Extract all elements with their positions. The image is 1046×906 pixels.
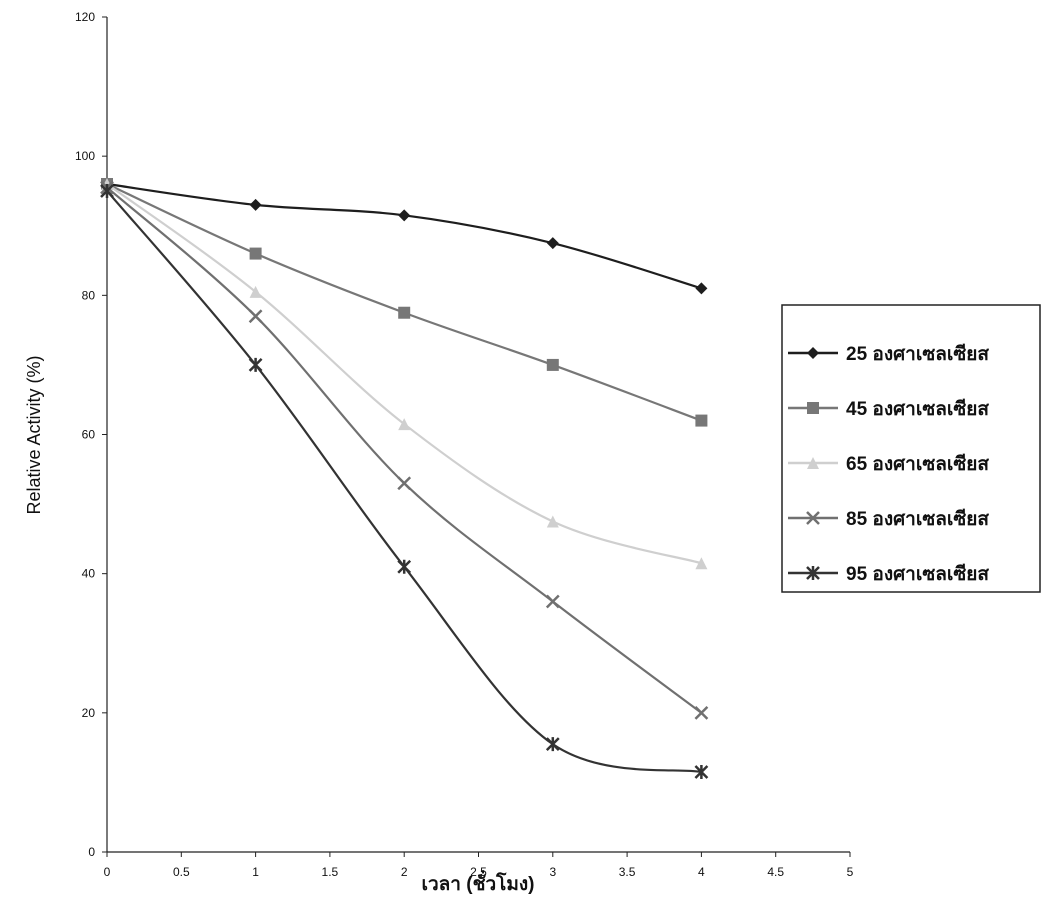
x-tick-label: 0.5 bbox=[173, 865, 190, 879]
legend-label: 45 องศาเซลเซียส bbox=[846, 398, 989, 420]
x-tick-label: 1.5 bbox=[322, 865, 339, 879]
x-axis-title: เวลา (ชั่วโมง) bbox=[422, 870, 535, 895]
point bbox=[546, 358, 559, 371]
point bbox=[398, 209, 411, 222]
point bbox=[398, 306, 411, 319]
point bbox=[397, 476, 412, 491]
x-tick-label: 2.5 bbox=[470, 865, 487, 879]
x-tick-label: 5 bbox=[847, 865, 854, 879]
x-tick-label: 2 bbox=[401, 865, 408, 879]
x-tick-label: 3.5 bbox=[619, 865, 636, 879]
legend-label: 25 องศาเซลเซียส bbox=[846, 343, 989, 365]
y-tick-label: 40 bbox=[82, 567, 96, 581]
legend-marker bbox=[807, 402, 819, 414]
point bbox=[248, 357, 263, 372]
y-tick-label: 100 bbox=[75, 149, 95, 163]
legend-label: 85 องศาเซลเซียส bbox=[846, 508, 989, 530]
y-tick-label: 0 bbox=[88, 845, 95, 859]
y-axis-title: Relative Activity (%) bbox=[24, 355, 44, 514]
x-tick-label: 1 bbox=[252, 865, 259, 879]
legend-marker bbox=[806, 566, 820, 580]
point bbox=[249, 247, 262, 260]
point bbox=[694, 705, 709, 720]
point bbox=[695, 282, 708, 295]
point bbox=[695, 557, 708, 570]
series-line bbox=[106, 186, 703, 714]
y-tick-label: 120 bbox=[75, 10, 95, 24]
series-line bbox=[106, 182, 702, 290]
legend-marker bbox=[807, 347, 819, 359]
legend-label: 95 องศาเซลเซียส bbox=[846, 563, 989, 585]
x-tick-label: 0 bbox=[104, 865, 111, 879]
legend-marker bbox=[806, 511, 820, 525]
point bbox=[248, 309, 263, 324]
point bbox=[695, 414, 708, 427]
point bbox=[545, 737, 560, 752]
point bbox=[546, 515, 559, 528]
series-line bbox=[106, 183, 702, 565]
legend-marker bbox=[807, 457, 819, 469]
point bbox=[694, 764, 709, 779]
point bbox=[249, 198, 262, 211]
legend-label: 65 องศาเซลเซียส bbox=[846, 453, 989, 475]
point bbox=[100, 183, 114, 198]
x-tick-label: 3 bbox=[549, 865, 556, 879]
point bbox=[546, 237, 559, 250]
point bbox=[545, 594, 560, 609]
point bbox=[249, 285, 262, 298]
x-tick-label: 4 bbox=[698, 865, 705, 879]
y-tick-label: 20 bbox=[82, 706, 96, 720]
point bbox=[398, 418, 411, 431]
x-tick-label: 4.5 bbox=[767, 865, 784, 879]
y-tick-label: 80 bbox=[82, 288, 96, 302]
point bbox=[397, 559, 412, 574]
y-tick-label: 60 bbox=[82, 428, 96, 442]
